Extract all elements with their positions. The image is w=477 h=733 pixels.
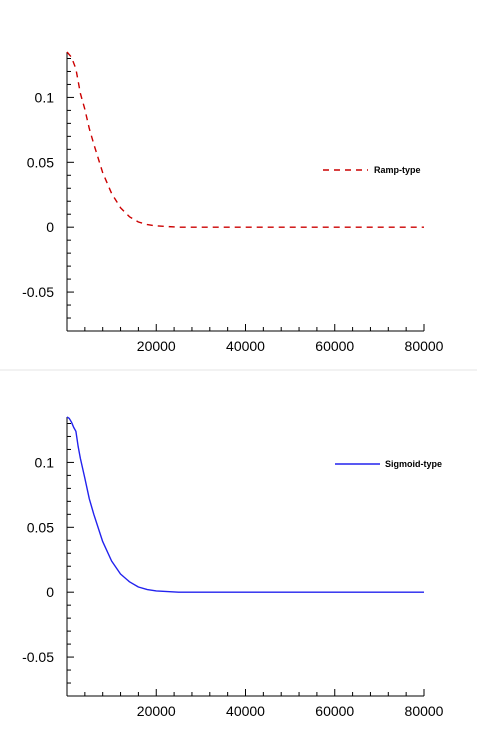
x-tick-label: 80000 [405, 703, 444, 719]
ramp-chart: 20000 40000 60000 80000 0.1 0.05 0 -0.05 Ramp-ty… [22, 51, 444, 354]
x-tick-label: 20000 [137, 338, 176, 354]
y-tick-label: -0.05 [22, 649, 54, 665]
y-tick-label: -0.05 [22, 284, 54, 300]
y-tick-label: 0.05 [27, 154, 54, 170]
x-tick-label: 40000 [226, 338, 265, 354]
y-tick-label: 0.1 [35, 454, 55, 470]
y-tick-label: 0 [46, 219, 54, 235]
x-tick-label: 40000 [226, 703, 265, 719]
x-tick-label: 20000 [137, 703, 176, 719]
x-tick-label: 60000 [315, 338, 354, 354]
series-line [66, 51, 424, 228]
x-tick-label: 80000 [405, 338, 444, 354]
y-tick-label: 0.1 [35, 89, 55, 105]
x-tick-label: 60000 [315, 703, 354, 719]
legend-label: Ramp-type [374, 165, 421, 175]
legend-label: Sigmoid-type [385, 459, 442, 469]
series-line [66, 416, 424, 593]
sigmoid-chart: 20000 40000 60000 80000 0.1 0.05 0 -0.05 Sigmoid… [22, 416, 444, 719]
y-tick-label: 0 [46, 584, 54, 600]
y-tick-label: 0.05 [27, 519, 54, 535]
